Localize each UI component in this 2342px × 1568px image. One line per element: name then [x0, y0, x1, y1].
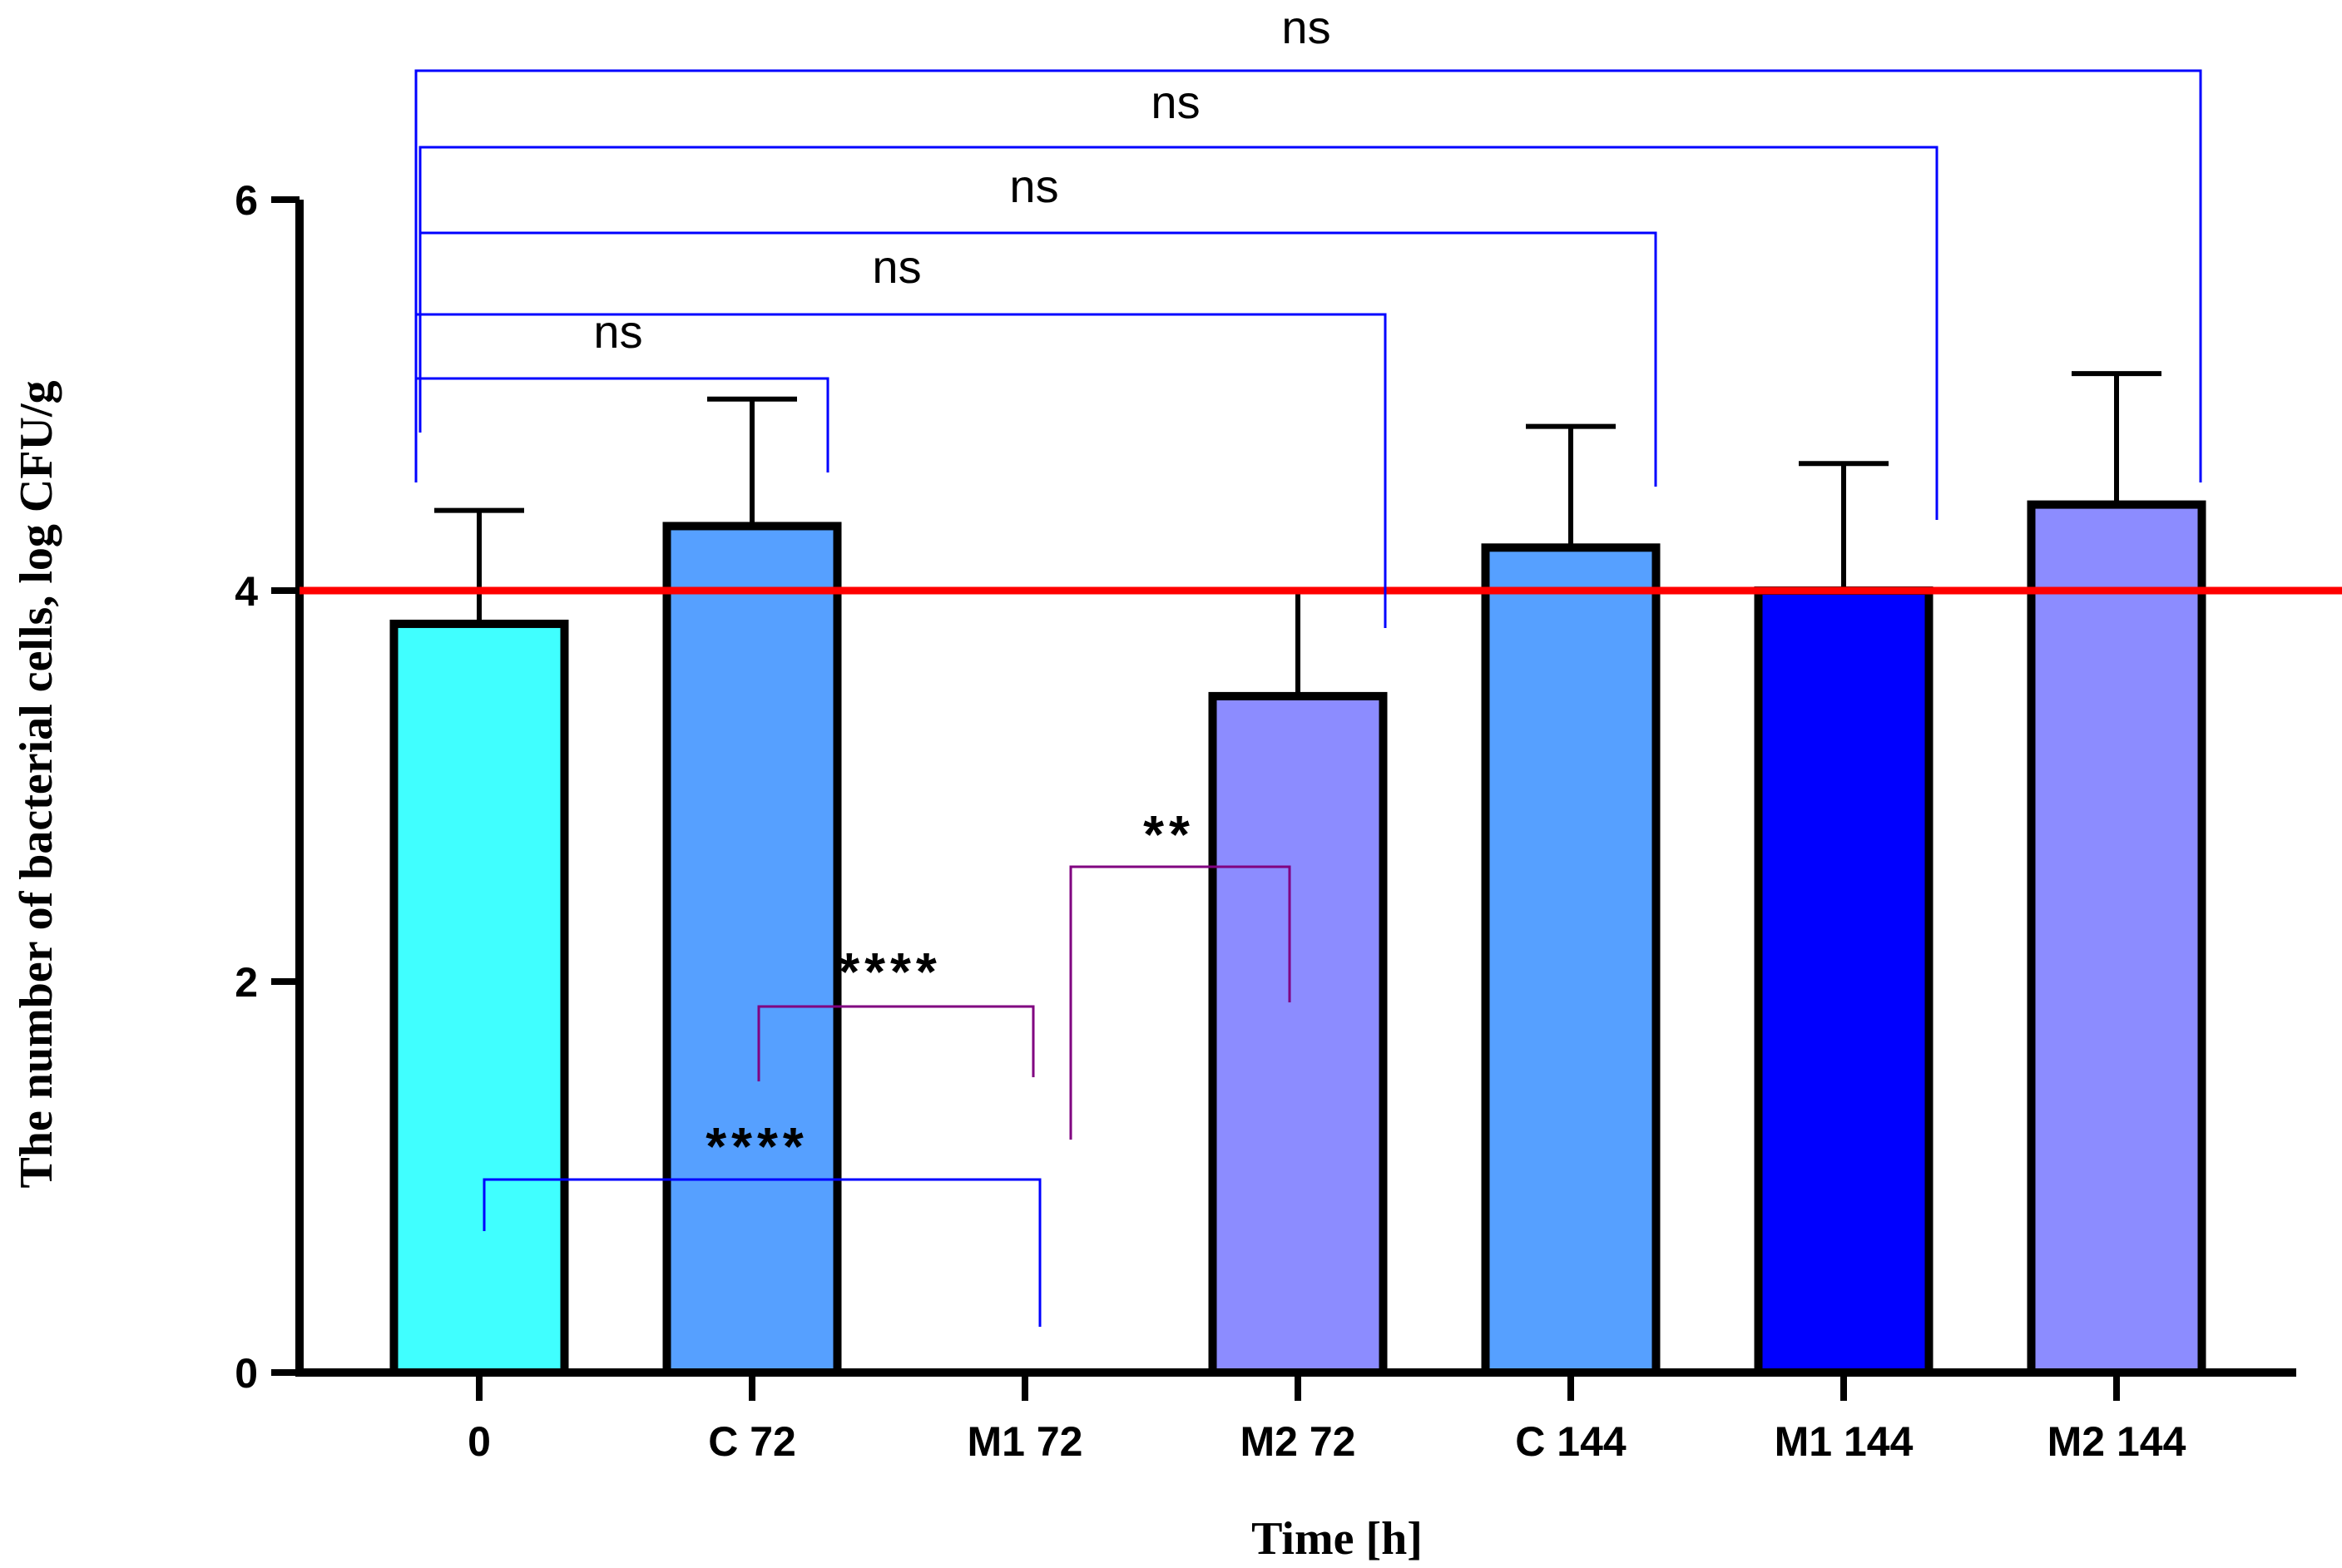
bar-5: [1481, 543, 1661, 1377]
comparison-label-3: ns: [1009, 160, 1058, 212]
comparison-bracket-2: [418, 146, 1938, 520]
comparison-label-6: **: [1143, 804, 1195, 864]
bar-4: [1208, 691, 1388, 1377]
x-tick-label-5: C 144: [1515, 1418, 1627, 1465]
comparison-bracket-1: [414, 69, 2202, 482]
comparison-bracket-8: [483, 1178, 1042, 1327]
comparison-bracket-3: [418, 231, 1657, 487]
y-tick-label-0: 0: [235, 1350, 258, 1397]
comparison-bracket-6: [1069, 865, 1291, 1140]
bar-2: [662, 522, 842, 1377]
comparison-label-4: ns: [872, 240, 921, 293]
y-tick-label-6: 6: [235, 177, 258, 224]
comparison-label-2: ns: [1151, 76, 1200, 128]
x-tick-label-2: C 72: [708, 1418, 796, 1465]
x-tick-label-7: M2 144: [2047, 1418, 2186, 1465]
y-tick-label-2: 2: [235, 959, 258, 1006]
comparison-bracket-5: [414, 377, 829, 472]
y-axis-title: The number of bacterial cells, log CFU/g: [11, 380, 62, 1188]
x-tick-label-6: M1 144: [1775, 1418, 1914, 1465]
x-axis-title: Time [h]: [1251, 1513, 1423, 1565]
comparison-label-7: ****: [839, 942, 942, 1002]
x-tick-label-4: M2 72: [1240, 1418, 1356, 1465]
comparison-bracket-4: [414, 313, 1387, 628]
comparison-label-1: ns: [1281, 1, 1330, 53]
comparison-bracket-7: [757, 1005, 1035, 1081]
comparison-label-8: ****: [706, 1116, 809, 1176]
bar-1: [389, 619, 569, 1377]
y-tick-label-4: 4: [235, 568, 258, 615]
bar-6: [1754, 586, 1934, 1377]
x-tick-label-3: M1 72: [968, 1418, 1083, 1465]
x-tick-label-1: 0: [468, 1418, 491, 1465]
bar-7: [2027, 500, 2206, 1377]
comparison-label-5: ns: [593, 305, 642, 358]
